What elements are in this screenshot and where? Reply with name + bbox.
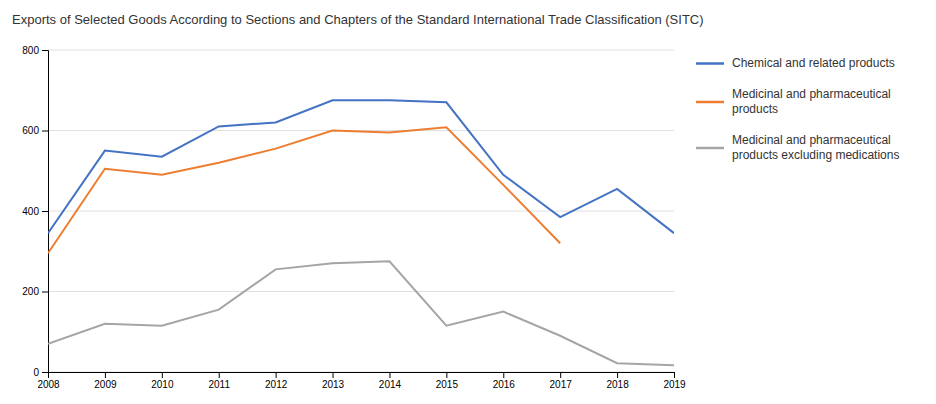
x-tick: 2014 <box>379 372 402 390</box>
legend-item: Medicinal and pharmaceuticalproducts exc… <box>696 133 899 162</box>
x-tick: 2012 <box>265 372 288 390</box>
legend-label-line: Medicinal and pharmaceutical <box>732 87 891 101</box>
x-tick: 2009 <box>94 372 117 390</box>
series-line <box>48 261 674 365</box>
x-tick: 2011 <box>208 372 230 390</box>
x-tick: 2008 <box>37 372 60 390</box>
x-tick: 2010 <box>151 372 174 390</box>
x-tick-label: 2010 <box>151 379 174 390</box>
x-tick: 2016 <box>493 372 516 390</box>
y-tick-label: 400 <box>22 206 39 217</box>
grid-line <box>48 50 674 51</box>
x-tick-label: 2011 <box>208 379 230 390</box>
x-tick-mark <box>333 372 334 378</box>
plot-area: 2008 2009 2010 2011 2012 2013 2014 2015 2016 2017… <box>22 45 686 390</box>
y-axis-line <box>42 51 49 373</box>
legend-label: Medicinal and pharmaceuticalproducts <box>732 87 891 116</box>
x-tick-mark <box>617 372 618 378</box>
legend-label-line: Chemical and related products <box>732 56 895 70</box>
y-tick-mark <box>42 131 48 132</box>
legend-label-line: products <box>732 102 778 116</box>
y-tick: 800 <box>22 45 48 56</box>
x-tick-mark <box>674 372 675 378</box>
legend-item: Chemical and related products <box>696 56 895 70</box>
y-tick: 400 <box>22 206 48 217</box>
lines <box>48 100 674 365</box>
x-tick-mark <box>503 372 504 378</box>
legend-label-line: products excluding medications <box>732 148 899 162</box>
legend-swatch <box>696 147 724 150</box>
chart: Exports of Selected Goods According to S… <box>0 0 936 404</box>
y-tick-label: 600 <box>22 125 39 136</box>
legend-swatch <box>696 62 724 65</box>
y-tick-label: 800 <box>22 45 39 56</box>
x-tick-label: 2016 <box>493 379 516 390</box>
x-tick: 2015 <box>436 372 459 390</box>
x-tick: 2013 <box>322 372 345 390</box>
x-tick-label: 2018 <box>606 379 629 390</box>
x-tick-label: 2008 <box>37 379 60 390</box>
x-tick-label: 2013 <box>322 379 345 390</box>
y-tick-label: 200 <box>22 286 39 297</box>
y-tick-mark <box>42 372 48 373</box>
title: Exports of Selected Goods According to S… <box>12 12 704 27</box>
legend-label: Medicinal and pharmaceuticalproducts exc… <box>732 133 899 162</box>
legend-item: Medicinal and pharmaceuticalproducts <box>696 87 891 116</box>
legend-label: Chemical and related products <box>732 56 895 70</box>
x-tick-mark <box>105 372 106 378</box>
legend: Chemical and related products Medicinal a… <box>696 56 899 162</box>
y-tick: 200 <box>22 286 48 297</box>
y-tick-label: 0 <box>33 367 39 378</box>
series-line <box>48 100 674 233</box>
x-tick-label: 2017 <box>550 379 573 390</box>
x-tick-mark <box>162 372 163 378</box>
x-tick-mark <box>446 372 447 378</box>
x-tick-mark <box>276 372 277 378</box>
x-tick-mark <box>219 372 220 378</box>
x-tick-label: 2015 <box>436 379 459 390</box>
legend-swatch <box>696 101 724 104</box>
legend-label-line: Medicinal and pharmaceutical <box>732 133 891 147</box>
y-tick: 0 <box>33 367 48 378</box>
x-axis: 2008 2009 2010 2011 2012 2013 2014 2015 2016 2017… <box>37 372 686 390</box>
y-tick-mark <box>42 211 48 212</box>
x-tick-label: 2019 <box>663 379 686 390</box>
x-tick: 2019 <box>663 372 686 390</box>
grid-line <box>48 291 674 292</box>
y-axis: 0 200 400 600 800 <box>22 45 48 378</box>
grid-line <box>48 211 674 212</box>
y-tick: 600 <box>22 125 48 136</box>
x-tick-mark <box>560 372 561 378</box>
x-tick-label: 2012 <box>265 379 288 390</box>
series-line <box>48 127 560 253</box>
x-tick-mark <box>389 372 390 378</box>
x-tick: 2018 <box>606 372 629 390</box>
y-tick-mark <box>42 292 48 293</box>
y-tick-mark <box>42 50 48 51</box>
x-axis-line <box>49 373 675 379</box>
grid <box>48 50 674 372</box>
x-tick: 2017 <box>550 372 573 390</box>
x-tick-label: 2009 <box>94 379 117 390</box>
x-tick-label: 2014 <box>379 379 402 390</box>
